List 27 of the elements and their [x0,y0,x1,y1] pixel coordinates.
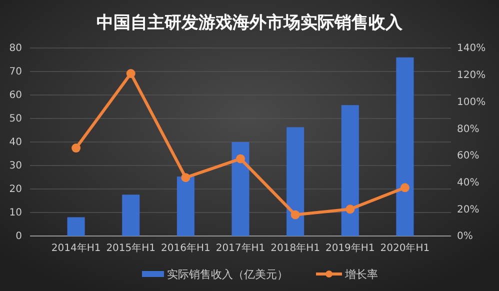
y-tick-label: 40 [9,137,22,148]
x-tick-label: 2017年H1 [216,242,266,254]
y-tick-label: 50 [9,114,22,125]
x-tick-label: 2019年H1 [325,242,375,254]
y-tick-label: 20 [9,184,22,196]
y-tick-label: 0 [16,231,22,242]
y-tick-label: 70 [9,66,22,78]
x-tick-label: 2014年H1 [51,242,101,254]
y2-tick-label: 0% [457,231,473,242]
y2-tick-label: 120% [457,70,486,82]
y2-tick-label: 20% [457,204,480,216]
y2-tick-label: 80% [457,124,480,135]
y-tick-label: 30 [9,160,22,172]
y-tick-label: 80 [9,43,22,54]
y-tick-label: 60 [9,90,22,102]
y2-tick-label: 100% [457,96,486,108]
chart-title: 中国自主研发游戏海外市场实际销售收入 [96,13,404,33]
legend-label: 实际销售收入（亿美元） [167,268,288,281]
y2-tick-label: 40% [457,177,480,188]
legend-label: 增长率 [344,268,378,281]
x-tick-label: 2015年H1 [106,242,156,254]
y-tick-label: 10 [9,208,22,219]
y2-tick-label: 140% [457,43,486,54]
x-tick-label: 2020年H1 [380,242,430,254]
x-tick-label: 2016年H1 [161,242,210,254]
y2-tick-label: 60% [457,150,480,162]
x-tick-label: 2018年H1 [270,242,320,254]
